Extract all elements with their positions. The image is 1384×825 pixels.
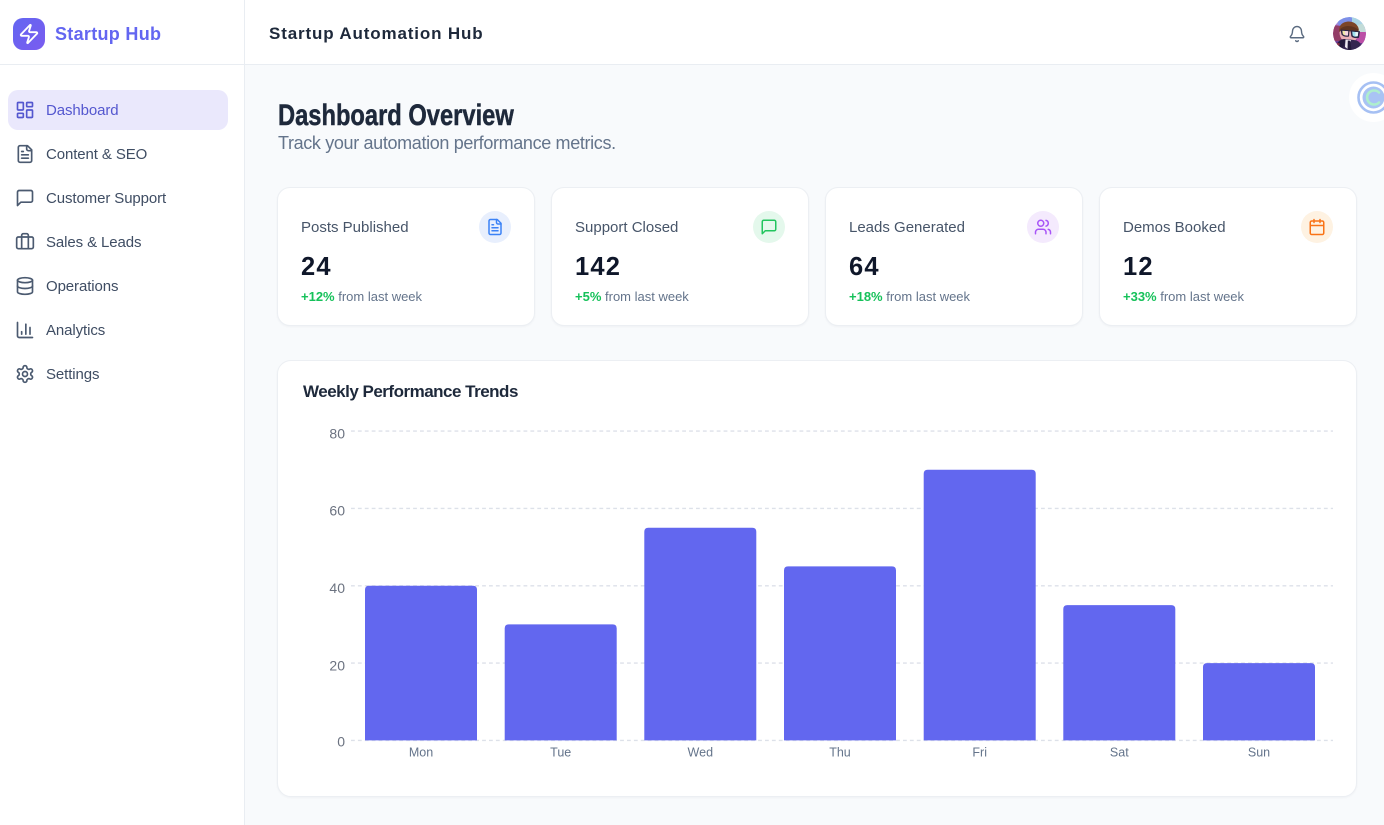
svg-text:Fri: Fri <box>972 746 987 760</box>
svg-text:0: 0 <box>337 734 345 750</box>
svg-text:80: 80 <box>329 425 345 441</box>
svg-text:Thu: Thu <box>829 746 851 760</box>
svg-text:Sun: Sun <box>1248 746 1270 760</box>
svg-text:40: 40 <box>329 580 345 596</box>
svg-text:60: 60 <box>329 503 345 519</box>
svg-text:Tue: Tue <box>550 746 571 760</box>
svg-text:20: 20 <box>329 657 345 673</box>
svg-text:Mon: Mon <box>409 746 433 760</box>
svg-text:Sat: Sat <box>1110 746 1129 760</box>
svg-text:Wed: Wed <box>688 746 714 760</box>
